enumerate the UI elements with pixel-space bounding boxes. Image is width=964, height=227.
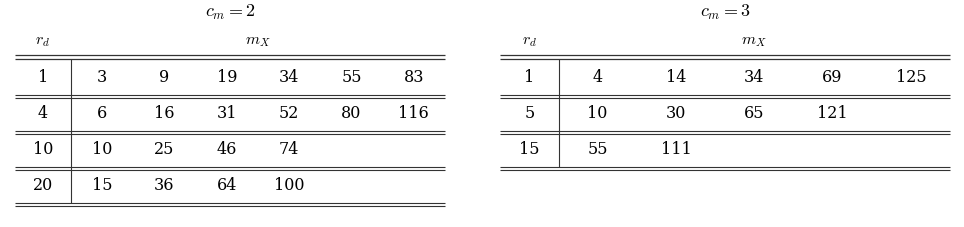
Text: 6: 6	[97, 105, 107, 122]
Text: 10: 10	[33, 141, 53, 158]
Text: $r_d$: $r_d$	[522, 34, 537, 49]
Text: 4: 4	[593, 69, 602, 86]
Text: 15: 15	[519, 141, 540, 158]
Text: 9: 9	[159, 69, 170, 86]
Text: 1: 1	[38, 69, 48, 86]
Text: 65: 65	[744, 105, 764, 122]
Text: 83: 83	[404, 69, 424, 86]
Text: 19: 19	[217, 69, 237, 86]
Text: 121: 121	[817, 105, 848, 122]
Text: $c_m = 3$: $c_m = 3$	[700, 2, 750, 21]
Text: 30: 30	[666, 105, 686, 122]
Text: 31: 31	[217, 105, 237, 122]
Text: $c_m = 2$: $c_m = 2$	[204, 2, 255, 21]
Text: 46: 46	[217, 141, 237, 158]
Text: 16: 16	[154, 105, 174, 122]
Text: 80: 80	[341, 105, 362, 122]
Text: 55: 55	[341, 69, 362, 86]
Text: 4: 4	[38, 105, 48, 122]
Text: 69: 69	[822, 69, 843, 86]
Text: 34: 34	[279, 69, 299, 86]
Text: 116: 116	[398, 105, 429, 122]
Text: 14: 14	[666, 69, 686, 86]
Text: 15: 15	[92, 177, 113, 194]
Text: 3: 3	[97, 69, 107, 86]
Text: 111: 111	[660, 141, 691, 158]
Text: 74: 74	[279, 141, 299, 158]
Text: 55: 55	[587, 141, 608, 158]
Text: 125: 125	[896, 69, 926, 86]
Text: 52: 52	[279, 105, 299, 122]
Text: 100: 100	[274, 177, 305, 194]
Text: 10: 10	[587, 105, 608, 122]
Text: 64: 64	[217, 177, 237, 194]
Text: 25: 25	[154, 141, 174, 158]
Text: 1: 1	[524, 69, 534, 86]
Text: 20: 20	[33, 177, 53, 194]
Text: $r_d$: $r_d$	[36, 34, 50, 49]
Text: 34: 34	[744, 69, 764, 86]
Text: $m_X$: $m_X$	[245, 34, 271, 49]
Text: 10: 10	[92, 141, 112, 158]
Text: $m_X$: $m_X$	[741, 34, 767, 49]
Text: 5: 5	[524, 105, 534, 122]
Text: 36: 36	[154, 177, 174, 194]
